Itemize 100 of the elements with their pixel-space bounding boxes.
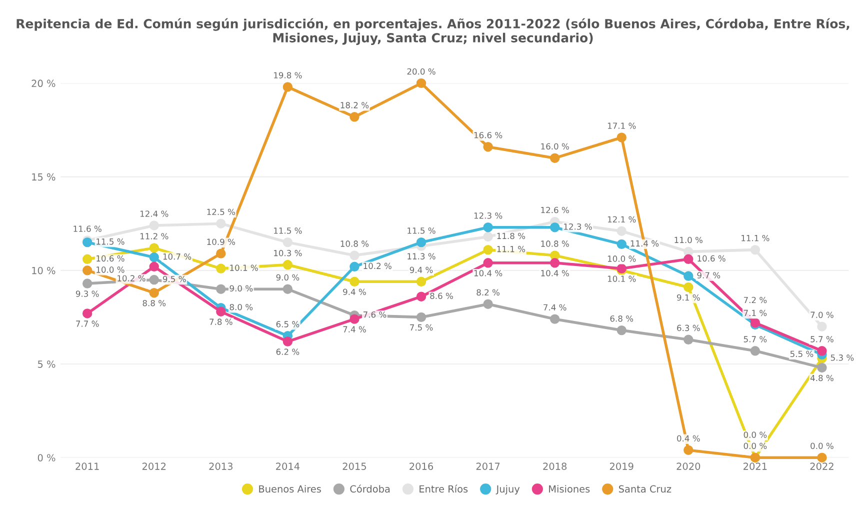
point: [616, 325, 626, 336]
data-label: 7.7 %: [76, 320, 99, 327]
point: [616, 132, 626, 142]
x-tick-label: 2020: [676, 462, 700, 470]
data-label: 10.2 %: [364, 262, 392, 270]
point: [216, 248, 226, 258]
point: [282, 284, 293, 294]
point: [282, 260, 293, 270]
point: [483, 222, 493, 232]
point: [817, 346, 827, 356]
x-tick-label: 2019: [610, 462, 634, 470]
data-label: 7.4 %: [343, 326, 366, 332]
data-label: 6.5 %: [276, 321, 300, 328]
data-label: 16.0 %: [541, 143, 569, 150]
point: [684, 282, 694, 292]
legend-label: Jujuy: [496, 485, 520, 494]
point: [684, 445, 694, 455]
data-label: 8.6 %: [430, 292, 453, 300]
point: [350, 250, 360, 260]
data-label: 5.7 %: [744, 336, 767, 342]
data-label: 10.8 %: [340, 240, 369, 247]
data-label: 8.2 %: [476, 289, 500, 296]
x-tick-label: 2017: [476, 462, 500, 470]
point: [149, 288, 159, 298]
data-label: 12.1 %: [608, 216, 636, 223]
legend-label: Buenos Aires: [259, 485, 321, 493]
point: [282, 237, 293, 248]
point: [149, 220, 159, 230]
point: [483, 244, 493, 255]
point: [817, 322, 827, 332]
data-label: 11.5 %: [274, 227, 302, 234]
chart-title: Repitencia de Ed. Común según jurisdicción, en porcentajes. Años 2011-2022 (sólo Buenos Aires, Córdoba, Entre Ríos, Misiones, Jujuy, Santa Cruz; nivel secundario): [16, 18, 850, 45]
data-label: 10.6 %: [96, 255, 124, 262]
data-label: 9.4 %: [410, 266, 433, 274]
data-label: 11.5 %: [96, 238, 124, 245]
point: [82, 278, 92, 288]
point: [149, 252, 159, 262]
data-label: 10.2 %: [118, 275, 146, 282]
point: [416, 276, 426, 286]
data-label: 7.5 %: [410, 324, 433, 331]
point: [416, 78, 426, 88]
data-label: 8.8 %: [142, 300, 166, 306]
point: [350, 314, 360, 324]
data-label: 6.3 %: [677, 324, 700, 332]
data-label: 11.6 %: [74, 226, 102, 232]
data-label: 10.4 %: [474, 270, 502, 276]
point: [750, 346, 760, 356]
point: [416, 292, 426, 302]
data-label: 11.4 %: [630, 240, 659, 247]
point: [82, 254, 92, 264]
data-label: 20.0 %: [407, 68, 436, 75]
data-label: 9.7 %: [697, 272, 720, 278]
point: [616, 226, 626, 236]
data-label: 11.1 %: [742, 234, 770, 242]
data-label: 9.3 %: [76, 290, 99, 297]
data-label: 10.4 %: [541, 270, 569, 276]
y-tick-label: 10 %: [32, 266, 56, 274]
point: [684, 334, 694, 345]
data-label: 6.8 %: [610, 315, 634, 322]
data-label: 7.1 %: [744, 310, 767, 316]
data-label: 19.8 %: [274, 72, 302, 78]
point: [416, 312, 426, 322]
y-tick-label: 15 %: [32, 173, 56, 181]
point: [282, 336, 293, 346]
data-label: 6.2 %: [276, 348, 300, 355]
point: [216, 284, 226, 294]
data-label: 7.8 %: [210, 318, 232, 325]
point: [282, 82, 293, 92]
data-label: 9.0 %: [230, 285, 253, 292]
data-label: 12.6 %: [541, 206, 569, 214]
data-label: 11.1 %: [497, 246, 526, 252]
data-label: 9.4 %: [343, 288, 366, 296]
point: [483, 299, 493, 309]
x-tick-label: 2021: [744, 462, 767, 470]
data-label: 9.1 %: [677, 294, 700, 301]
x-tick-label: 2011: [76, 462, 99, 470]
data-label: 10.1 %: [230, 264, 258, 271]
data-label: 10.0 %: [608, 256, 636, 262]
y-tick-label: 20 %: [32, 80, 56, 88]
data-label: 7.4 %: [544, 304, 566, 311]
data-label: 5.5 %: [790, 350, 814, 358]
x-tick-label: 2015: [342, 462, 366, 470]
point: [350, 262, 360, 272]
y-tick-label: 0 %: [38, 454, 56, 462]
point: [416, 237, 426, 248]
data-label: 11.3 %: [408, 253, 436, 260]
data-label: 0.0 %: [744, 442, 767, 450]
point: [350, 276, 360, 286]
data-label: 9.5 %: [162, 276, 186, 282]
legend-label: Misiones: [549, 485, 590, 493]
point: [684, 271, 694, 281]
data-label: 7.2 %: [744, 296, 767, 304]
point: [149, 262, 159, 272]
data-label: 5.7 %: [810, 336, 834, 342]
data-label: 10.7 %: [163, 253, 192, 260]
data-label: 10.3 %: [274, 250, 302, 256]
legend-label: Santa Cruz: [618, 485, 672, 493]
data-label: 10.8 %: [541, 240, 569, 247]
data-label: 10.1 %: [608, 276, 636, 282]
data-label: 5.3 %: [830, 354, 854, 361]
